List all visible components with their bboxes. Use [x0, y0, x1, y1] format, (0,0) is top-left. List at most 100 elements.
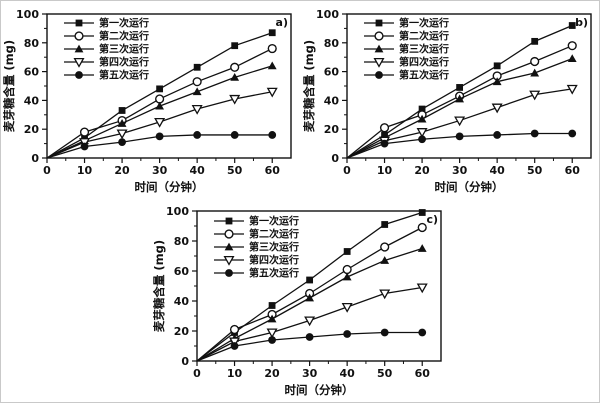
marker-circle-filled-icon: [380, 139, 389, 148]
marker-circle-filled-icon: [230, 131, 239, 139]
y-axis-tick-label: 20: [174, 325, 190, 338]
legend-item-label: 第四次运行: [99, 56, 149, 69]
marker-triangle-up-filled-icon: [380, 256, 390, 264]
marker-circle-filled-icon: [375, 71, 383, 79]
legend-item-label: 第一次运行: [399, 17, 449, 30]
marker-square-filled-icon: [193, 63, 201, 71]
marker-triangle-down-open-icon: [154, 117, 166, 128]
line-chart-svg: 0 10 20 30 40 50 60 0 20 40 60 80 100 第一次运行第二次运行第三次运行…: [152, 205, 442, 397]
legend-item-label: 第四次运行: [399, 56, 449, 69]
x-axis-tick-label: 40: [339, 367, 355, 380]
panel-letter-label: a): [276, 16, 288, 29]
marker-triangle-down-open-icon: [223, 255, 235, 266]
legend-item-label: 第三次运行: [249, 241, 299, 254]
marker-triangle-down-open-icon: [373, 57, 385, 68]
line-chart-svg: 0 10 20 30 40 50 60 0 20 40 60 80 100 第一次运行第二次运行第三次运行…: [2, 8, 292, 194]
marker-square-filled-icon: [306, 276, 314, 284]
x-axis-tick-label: 10: [77, 164, 93, 177]
marker-triangle-up-filled-icon: [567, 54, 577, 63]
x-axis-tick-label: 40: [189, 164, 205, 177]
marker-circle-filled-icon: [343, 330, 352, 338]
legend-item-label: 第一次运行: [249, 215, 299, 228]
marker-circle-open-icon: [155, 94, 165, 104]
x-axis-tick-label: 10: [227, 367, 243, 380]
marker-triangle-up-filled-icon: [192, 87, 202, 96]
marker-circle-filled-icon: [118, 138, 126, 147]
marker-square-filled-icon: [268, 29, 276, 37]
x-axis-tick-label: 0: [343, 164, 351, 177]
chart-panel-b: 0 10 20 30 40 50 60 0 20 40 60 80 100 第一次运行 第二次运行 第三次运行…: [301, 1, 599, 205]
chart-panel-c: 0 10 20 30 40 50 60 0 20 40 60 80 100 第一次运行 第二次运行 第三次运行…: [151, 201, 451, 402]
marker-triangle-down-open-icon: [266, 87, 278, 98]
marker-triangle-down-open-icon: [416, 128, 428, 138]
marker-triangle-up-filled-icon: [267, 314, 277, 323]
x-axis-tick-label: 60: [565, 164, 581, 177]
marker-circle-open-icon: [530, 56, 540, 67]
marker-square-filled-icon: [118, 107, 126, 114]
x-axis-tick-label: 50: [527, 164, 543, 177]
y-axis-tick-label: 40: [174, 295, 190, 308]
y-axis-tick-label: 60: [24, 66, 40, 79]
y-axis-tick-label: 60: [324, 66, 340, 79]
y-axis-tick-label: 100: [16, 8, 39, 21]
marker-triangle-down-open-icon: [229, 94, 241, 105]
marker-triangle-up-filled-icon: [117, 119, 127, 127]
marker-square-filled-icon: [268, 302, 276, 309]
marker-triangle-up-filled-icon: [230, 72, 240, 81]
legend-item-label: 第四次运行: [249, 254, 299, 267]
marker-triangle-down-open-icon: [304, 316, 316, 327]
marker-circle-filled-icon: [225, 269, 233, 277]
marker-circle-filled-icon: [75, 71, 83, 79]
marker-circle-filled-icon: [193, 131, 202, 139]
marker-circle-filled-icon: [80, 142, 89, 151]
marker-triangle-down-open-icon: [229, 337, 241, 348]
marker-circle-open-icon: [192, 77, 202, 87]
x-axis-title: 时间（分钟）: [435, 180, 504, 194]
x-axis-tick-label: 20: [414, 164, 430, 177]
legend-item-label: 第五次运行: [99, 69, 149, 82]
y-axis-title: 麦芽糖含量 (mg): [302, 40, 316, 132]
y-axis-tick-label: 40: [24, 94, 40, 107]
marker-triangle-down-open-icon: [73, 57, 85, 68]
marker-circle-open-icon: [374, 31, 384, 41]
marker-circle-open-icon: [379, 123, 390, 133]
marker-circle-open-icon: [224, 229, 234, 239]
y-axis-tick-label: 20: [324, 123, 340, 136]
marker-triangle-down-open-icon: [191, 104, 203, 115]
legend-item-label: 第三次运行: [399, 43, 449, 56]
y-axis-tick-label: 20: [24, 123, 40, 136]
x-axis-tick-label: 30: [452, 164, 468, 177]
marker-triangle-up-filled-icon: [224, 242, 234, 251]
y-axis-tick-label: 80: [324, 37, 340, 50]
y-axis-tick-label: 100: [166, 205, 189, 218]
x-axis-tick-label: 60: [265, 164, 281, 177]
y-axis-tick-label: 80: [174, 235, 190, 248]
marker-square-filled-icon: [231, 42, 239, 50]
marker-triangle-up-filled-icon: [492, 77, 502, 86]
y-axis-tick-label: 0: [331, 152, 339, 165]
marker-triangle-up-filled-icon: [155, 101, 165, 110]
legend-item-label: 第二次运行: [99, 30, 149, 43]
x-axis-tick-label: 50: [377, 367, 393, 380]
marker-circle-filled-icon: [493, 131, 502, 139]
marker-circle-open-icon: [229, 324, 240, 335]
marker-square-filled-icon: [381, 221, 389, 228]
x-axis-tick-label: 40: [489, 164, 505, 177]
marker-triangle-up-filled-icon: [342, 272, 352, 281]
marker-circle-open-icon: [380, 242, 390, 252]
marker-circle-filled-icon: [155, 132, 164, 141]
marker-triangle-down-open-icon: [529, 90, 541, 101]
marker-triangle-up-filled-icon: [374, 44, 384, 53]
marker-circle-open-icon: [230, 62, 240, 72]
marker-square-filled-icon: [375, 19, 383, 27]
y-axis-tick-label: 100: [316, 8, 339, 21]
marker-triangle-down-open-icon: [266, 328, 278, 339]
marker-circle-filled-icon: [268, 131, 277, 139]
marker-triangle-down-open-icon: [454, 116, 466, 127]
x-axis-tick-label: 20: [114, 164, 130, 177]
x-axis-tick-label: 0: [193, 367, 201, 380]
y-axis-title: 麦芽糖含量 (mg): [2, 40, 16, 132]
marker-circle-filled-icon: [418, 328, 427, 337]
panel-letter-label: b): [575, 16, 588, 29]
